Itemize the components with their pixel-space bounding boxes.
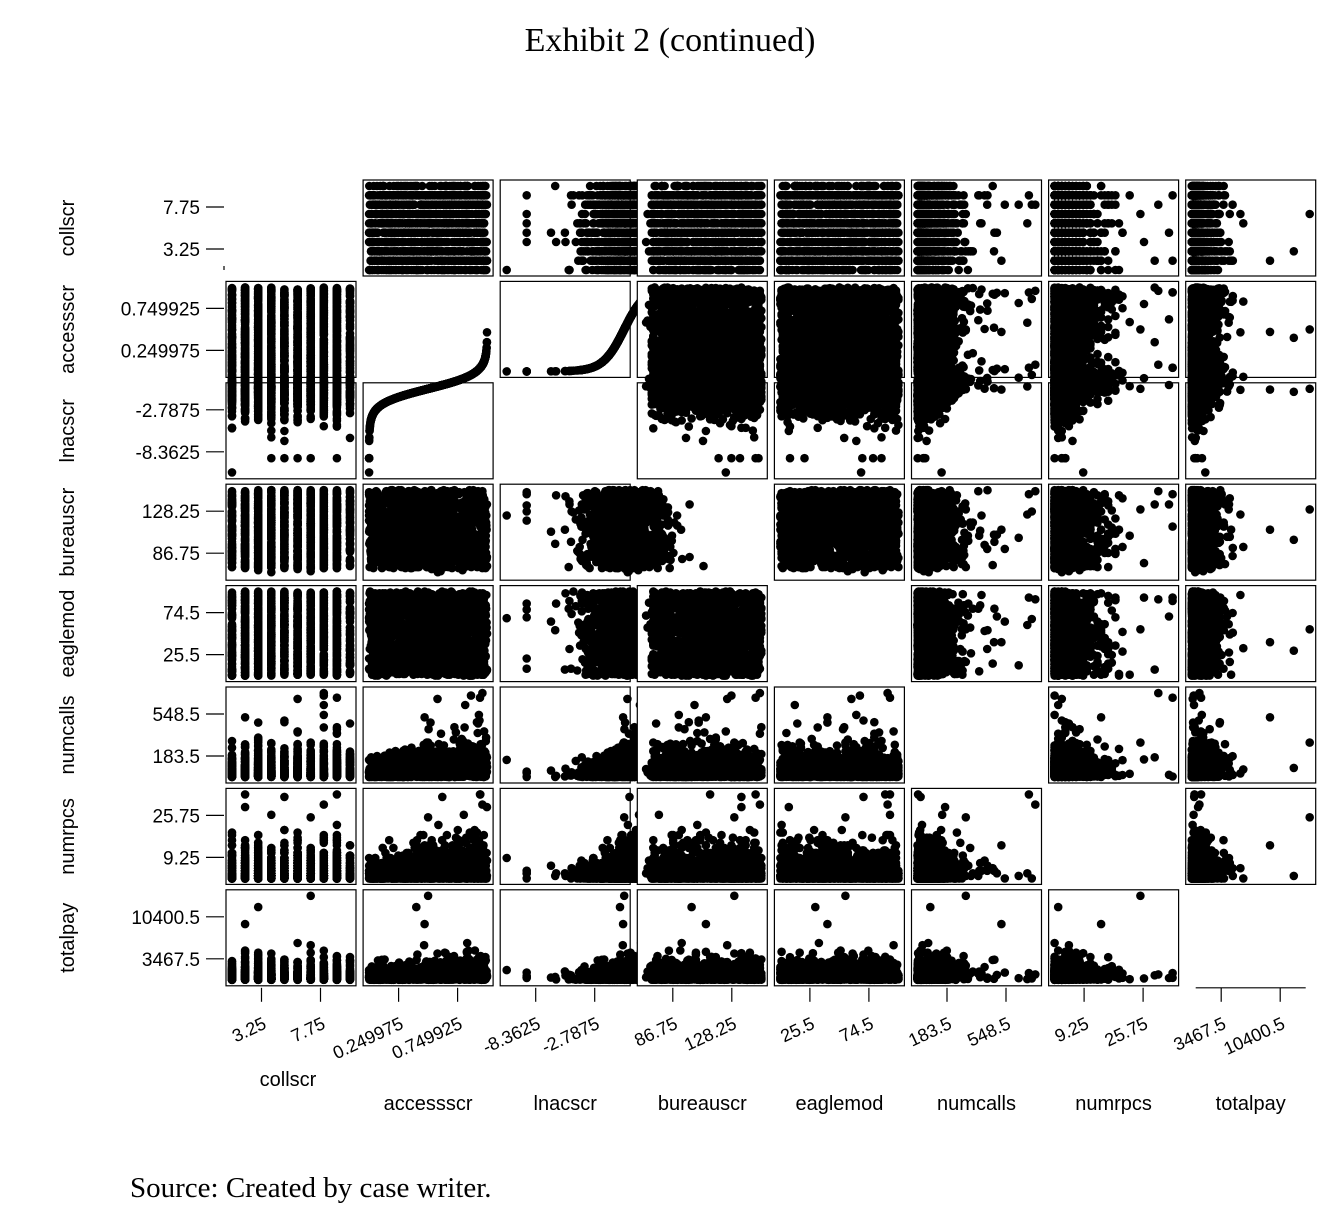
data-point: [430, 200, 439, 209]
data-point: [371, 219, 380, 228]
data-point: [461, 228, 470, 237]
data-point: [471, 256, 480, 265]
data-point: [468, 210, 477, 219]
data-point: [399, 247, 408, 256]
data-point: [470, 182, 479, 191]
data-point: [403, 219, 412, 228]
data-point: [458, 210, 467, 219]
data-point: [412, 266, 421, 275]
data-point: [409, 210, 418, 219]
data-point: [389, 266, 398, 275]
data-point: [424, 210, 433, 219]
data-point: [482, 266, 491, 275]
data-point: [398, 191, 407, 200]
data-point: [436, 210, 445, 219]
data-point: [481, 182, 490, 191]
data-point: [387, 191, 396, 200]
data-point: [422, 247, 431, 256]
data-point: [420, 256, 429, 265]
data-point: [433, 219, 442, 228]
data-point: [412, 247, 421, 256]
data-point: [383, 256, 392, 265]
data-point: [388, 219, 397, 228]
data-point: [468, 266, 477, 275]
data-point: [434, 191, 443, 200]
data-point: [411, 238, 420, 247]
data-point: [416, 219, 425, 228]
data-point: [457, 219, 466, 228]
data-point: [413, 228, 422, 237]
data-point: [479, 210, 488, 219]
data-point: [397, 200, 406, 209]
data-point: [365, 266, 374, 275]
data-point: [456, 200, 465, 209]
data-point: [441, 182, 450, 191]
data-point: [470, 219, 479, 228]
data-point: [371, 228, 380, 237]
data-point: [380, 200, 389, 209]
data-point: [473, 228, 482, 237]
data-point: [396, 210, 405, 219]
data-point: [438, 228, 447, 237]
data-point: [438, 247, 447, 256]
data-point: [561, 238, 570, 247]
data-point: [400, 228, 409, 237]
data-point: [397, 266, 406, 275]
data-point: [476, 191, 485, 200]
data-point: [417, 200, 426, 209]
data-point: [447, 200, 456, 209]
data-point: [365, 182, 374, 191]
data-point: [423, 191, 432, 200]
data-point: [522, 228, 531, 237]
data-point: [397, 182, 406, 191]
data-point: [378, 210, 387, 219]
data-point: [378, 191, 387, 200]
data-point: [377, 247, 386, 256]
data-point: [428, 182, 437, 191]
data-point: [447, 210, 456, 219]
data-point: [429, 228, 438, 237]
data-point: [365, 191, 374, 200]
data-point: [465, 191, 474, 200]
data-point: [366, 256, 375, 265]
data-point: [462, 182, 471, 191]
data-point: [433, 238, 442, 247]
data-point: [449, 219, 458, 228]
data-point: [436, 256, 445, 265]
data-point: [450, 182, 459, 191]
data-point: [399, 238, 408, 247]
data-point: [451, 266, 460, 275]
data-point: [425, 219, 434, 228]
data-point: [480, 219, 489, 228]
data-point: [376, 182, 385, 191]
data-point: [561, 228, 570, 237]
data-point: [478, 200, 487, 209]
data-point: [446, 256, 455, 265]
data-point: [477, 238, 486, 247]
data-point: [481, 256, 490, 265]
data-point: [377, 266, 386, 275]
data-point: [547, 228, 556, 237]
data-point: [413, 182, 422, 191]
data-point: [447, 191, 456, 200]
panel-collscr-vs-accessscr: [363, 180, 493, 276]
data-point: [469, 247, 478, 256]
data-point: [457, 256, 466, 265]
data-point: [387, 228, 396, 237]
data-point: [418, 238, 427, 247]
data-point: [365, 238, 374, 247]
data-point: [434, 266, 443, 275]
data-point: [422, 266, 431, 275]
data-point: [375, 238, 384, 247]
data-point: [480, 247, 489, 256]
data-point: [450, 238, 459, 247]
data-point: [463, 238, 472, 247]
data-point: [370, 200, 379, 209]
data-point: [399, 256, 408, 265]
